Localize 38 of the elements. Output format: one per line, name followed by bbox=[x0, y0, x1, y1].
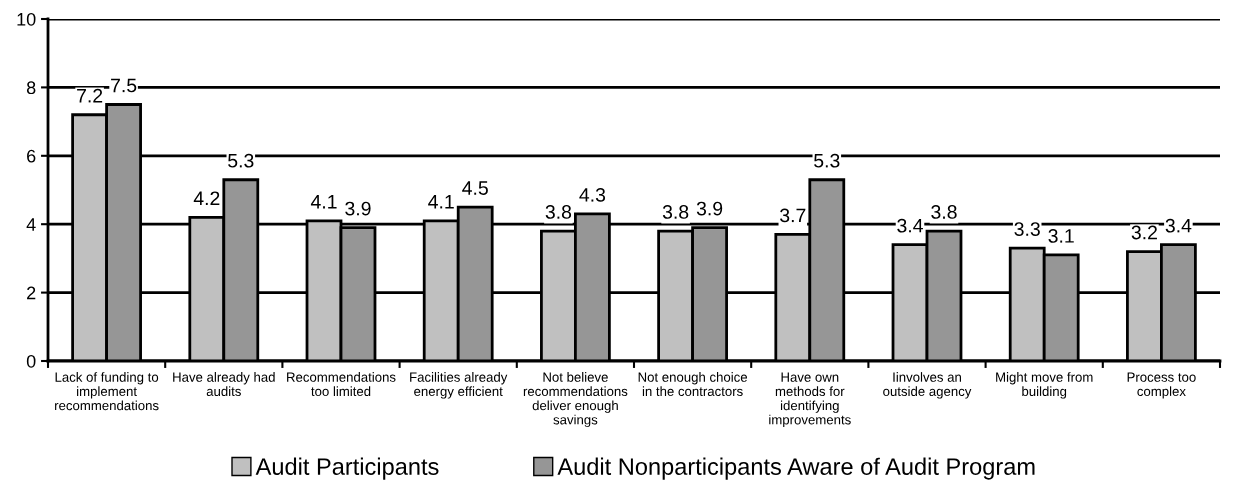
data-label: 3.9 bbox=[345, 201, 371, 216]
y-tick-label: 4 bbox=[26, 218, 36, 231]
data-label: 3.9 bbox=[696, 201, 723, 216]
data-label: 7.2 bbox=[77, 88, 103, 103]
data-label: 3.8 bbox=[931, 205, 957, 219]
x-tick-label: Might move from building bbox=[996, 372, 1093, 399]
x-tick-label: Lack of funding to implement recommendations bbox=[55, 372, 159, 411]
x-tick-label: Facilities already energy efficient bbox=[410, 372, 508, 399]
y-tick-label: 0 bbox=[26, 354, 36, 368]
y-tick-label: 2 bbox=[27, 286, 36, 300]
y-tick-label: 6 bbox=[27, 149, 36, 163]
data-label: 3.8 bbox=[662, 205, 689, 219]
data-label: 5.3 bbox=[228, 153, 254, 168]
x-tick-label: Iinvolves an outside agency bbox=[883, 372, 972, 399]
data-label: 3.7 bbox=[780, 208, 806, 223]
data-label: 4.5 bbox=[462, 181, 488, 195]
x-tick-label: Not believe recommendations deliver enough savings bbox=[523, 372, 628, 428]
data-label: 3.4 bbox=[897, 218, 923, 233]
x-tick-label: Recommendations too limited bbox=[287, 372, 396, 397]
y-tick-label: 10 bbox=[17, 12, 36, 26]
data-label: 3.8 bbox=[545, 205, 572, 219]
data-label: 7.5 bbox=[111, 78, 137, 93]
data-label: 4.1 bbox=[310, 195, 337, 209]
data-label: 4.3 bbox=[579, 187, 606, 202]
legend-label: Audit Nonparticipants Aware of Audit Program bbox=[557, 457, 1035, 480]
x-tick-label: Have own methods for identifying improvements bbox=[769, 372, 851, 428]
data-label: 3.4 bbox=[1165, 218, 1192, 233]
data-label: 4.2 bbox=[193, 191, 220, 205]
legend-label: Audit Participants bbox=[255, 457, 439, 480]
data-label: 3.2 bbox=[1131, 225, 1157, 240]
data-label: 3.3 bbox=[1014, 222, 1040, 236]
data-label: 4.1 bbox=[428, 195, 454, 209]
y-tick-label: 8 bbox=[26, 81, 36, 95]
x-tick-label: Process too complex bbox=[1127, 372, 1196, 399]
data-label: 5.3 bbox=[814, 153, 840, 168]
x-tick-label: Have already had audits bbox=[173, 372, 275, 397]
data-label: 3.1 bbox=[1048, 229, 1074, 243]
x-tick-label: Not enough choice in the contractors bbox=[638, 372, 748, 397]
